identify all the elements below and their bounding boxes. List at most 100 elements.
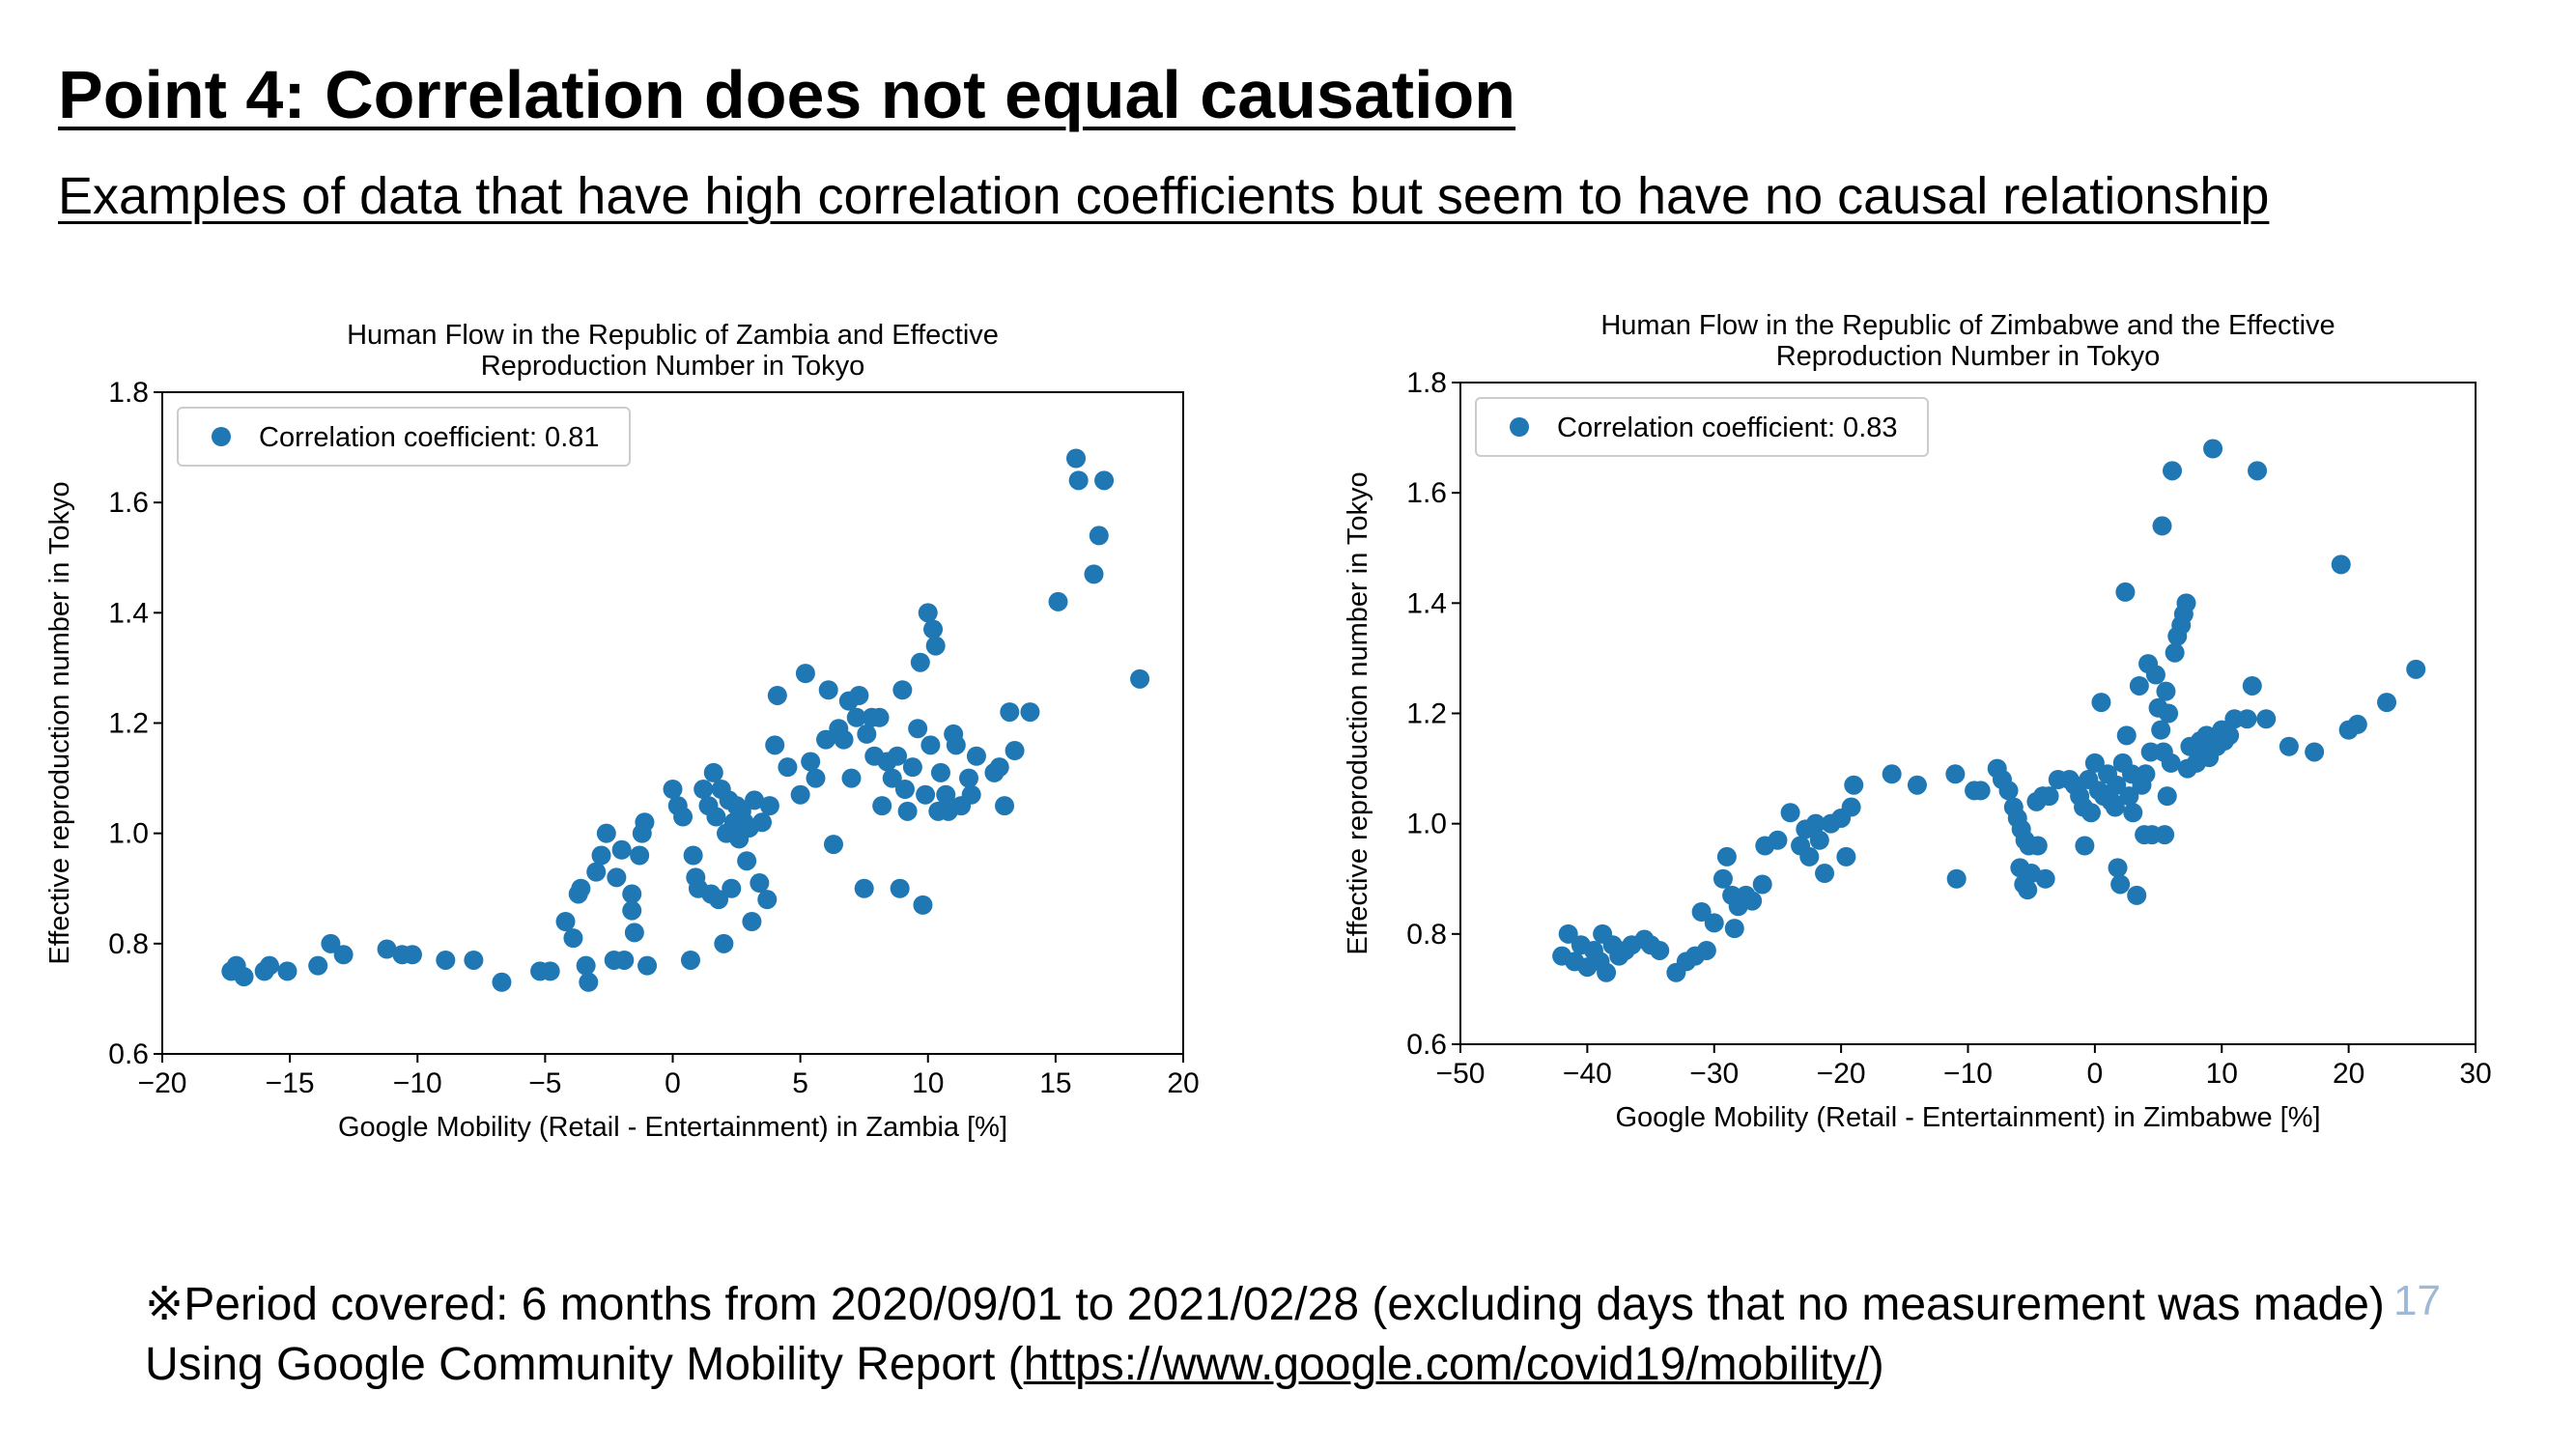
data-point bbox=[2145, 665, 2166, 685]
data-point bbox=[2377, 693, 2397, 713]
data-point bbox=[2151, 720, 2171, 740]
data-point bbox=[2152, 516, 2172, 536]
data-point bbox=[464, 950, 484, 970]
data-point bbox=[2110, 874, 2131, 895]
data-point bbox=[2127, 885, 2147, 905]
data-point bbox=[1696, 940, 1716, 960]
x-tick-label: −10 bbox=[393, 1067, 442, 1099]
data-point bbox=[765, 735, 785, 755]
y-tick-label: 1.4 bbox=[1406, 587, 1447, 619]
chart-title-line: Reproduction Number in Tokyo bbox=[1776, 341, 2161, 372]
x-tick-label: −5 bbox=[528, 1067, 561, 1099]
x-tick-label: 10 bbox=[2206, 1058, 2238, 1090]
x-axis-label: Google Mobility (Retail - Entertainment)… bbox=[338, 1112, 1007, 1143]
data-point bbox=[737, 851, 757, 871]
data-point bbox=[694, 780, 714, 799]
data-point bbox=[925, 636, 946, 656]
data-point bbox=[492, 972, 512, 992]
data-point bbox=[2035, 868, 2055, 889]
data-point bbox=[1068, 470, 1089, 491]
data-point bbox=[767, 685, 787, 705]
data-point bbox=[2155, 825, 2175, 845]
footnote-period: ※Period covered: 6 months from 2020/09/0… bbox=[145, 1279, 2385, 1330]
data-point bbox=[1084, 564, 1104, 584]
x-tick-label: −20 bbox=[1817, 1058, 1866, 1090]
x-tick-label: 30 bbox=[2459, 1058, 2491, 1090]
data-point bbox=[946, 735, 966, 755]
footnote: ※Period covered: 6 months from 2020/09/0… bbox=[145, 1275, 2385, 1395]
data-point bbox=[759, 796, 779, 816]
x-tick-label: −40 bbox=[1563, 1058, 1612, 1090]
data-point bbox=[714, 933, 734, 953]
data-point bbox=[2279, 736, 2299, 756]
data-point bbox=[745, 790, 765, 810]
data-point bbox=[894, 780, 915, 799]
chart-title-line: Human Flow in the Republic of Zambia and… bbox=[347, 320, 999, 351]
data-point bbox=[2237, 709, 2257, 729]
data-point bbox=[1724, 919, 1744, 939]
data-point bbox=[2119, 786, 2139, 807]
mobility-report-link[interactable]: https://www.google.com/covid19/mobility/ bbox=[1023, 1339, 1869, 1390]
data-point bbox=[591, 845, 611, 866]
data-point bbox=[1558, 923, 1578, 944]
data-point bbox=[910, 652, 930, 672]
x-axis-label: Google Mobility (Retail - Entertainment)… bbox=[1615, 1102, 2320, 1133]
data-point bbox=[2129, 675, 2149, 696]
data-point bbox=[308, 955, 328, 976]
data-point bbox=[2220, 725, 2240, 746]
data-point bbox=[1768, 830, 1788, 850]
data-point bbox=[1020, 702, 1040, 723]
data-point bbox=[1005, 741, 1025, 761]
data-point bbox=[2406, 659, 2426, 679]
slide-subtitle: Examples of data that have high correlat… bbox=[58, 167, 2270, 225]
data-point bbox=[751, 812, 772, 833]
data-point bbox=[1805, 813, 1826, 834]
x-tick-label: −30 bbox=[1689, 1058, 1739, 1090]
data-point bbox=[888, 746, 908, 766]
data-point bbox=[961, 784, 981, 805]
x-tick-label: 20 bbox=[2333, 1058, 2364, 1090]
data-point bbox=[540, 961, 560, 981]
y-axis-label: Effective reproduction number in Tokyo bbox=[1343, 471, 1373, 954]
data-point bbox=[1048, 591, 1068, 611]
slide-title: Point 4: Correlation does not equal caus… bbox=[58, 57, 1516, 132]
x-tick-label: −50 bbox=[1436, 1058, 1486, 1090]
data-point bbox=[2116, 725, 2137, 746]
data-point bbox=[571, 878, 591, 898]
y-tick-label: 0.6 bbox=[108, 1038, 149, 1070]
data-point bbox=[2107, 775, 2127, 795]
data-point bbox=[2084, 753, 2105, 773]
data-point bbox=[596, 823, 616, 843]
data-point bbox=[890, 878, 910, 898]
data-point bbox=[1945, 764, 1966, 784]
data-point bbox=[709, 890, 729, 910]
data-point bbox=[614, 950, 635, 970]
legend-marker bbox=[212, 427, 231, 446]
data-point bbox=[790, 784, 810, 805]
data-point bbox=[1946, 868, 1967, 889]
x-tick-label: 20 bbox=[1167, 1067, 1199, 1099]
data-point bbox=[882, 768, 902, 788]
data-point bbox=[2123, 803, 2143, 823]
data-point bbox=[2256, 709, 2277, 729]
legend-label: Correlation coefficient: 0.83 bbox=[1557, 412, 1898, 443]
data-point bbox=[1742, 891, 1763, 911]
data-point bbox=[1970, 781, 1991, 801]
data-point bbox=[2081, 803, 2101, 823]
x-tick-label: −15 bbox=[266, 1067, 315, 1099]
data-point bbox=[2161, 753, 2181, 773]
y-tick-label: 1.0 bbox=[108, 818, 149, 850]
data-point bbox=[402, 945, 422, 965]
y-axis-label: Effective reproduction number in Tokyo bbox=[44, 481, 75, 964]
data-point bbox=[635, 812, 655, 833]
data-point bbox=[234, 967, 254, 987]
data-point bbox=[722, 878, 742, 898]
data-point bbox=[1998, 781, 2019, 801]
data-point bbox=[2115, 582, 2136, 602]
data-point bbox=[2105, 797, 2125, 817]
data-point bbox=[1815, 864, 1835, 884]
data-point bbox=[1882, 764, 1902, 784]
legend-marker bbox=[1510, 417, 1529, 437]
data-point bbox=[563, 928, 583, 949]
